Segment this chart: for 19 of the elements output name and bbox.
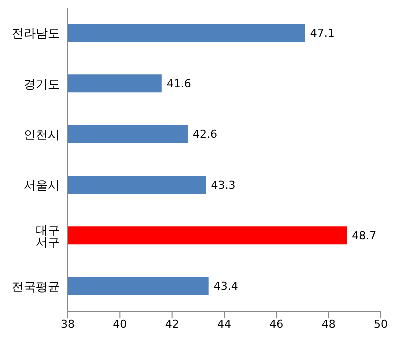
x-tick-label: 42 [165,318,180,331]
x-tick-label: 44 [218,318,232,331]
data-label: 43.4 [214,280,238,294]
y-tick-label: 경기도 [24,77,60,92]
data-label: 43.3 [211,178,236,192]
x-tick-label: 46 [270,318,284,331]
y-tick-label: 서울시 [24,178,60,193]
x-tick-label: 48 [322,318,336,331]
y-tick-label: 전국평균 [12,280,60,294]
data-label: 42.6 [192,128,218,142]
y-tick-label: 대구 서구 [36,223,60,250]
data-label: 41.6 [166,78,192,91]
data-label: 48.7 [352,230,377,243]
y-tick-label: 전라남도 [12,26,60,41]
x-tick-label: 40 [113,318,128,331]
x-tick-label: 38 [61,318,75,331]
x-tick-label: 50 [374,318,388,331]
y-tick-label: 인천시 [24,128,60,142]
data-label: 47.1 [310,26,335,40]
